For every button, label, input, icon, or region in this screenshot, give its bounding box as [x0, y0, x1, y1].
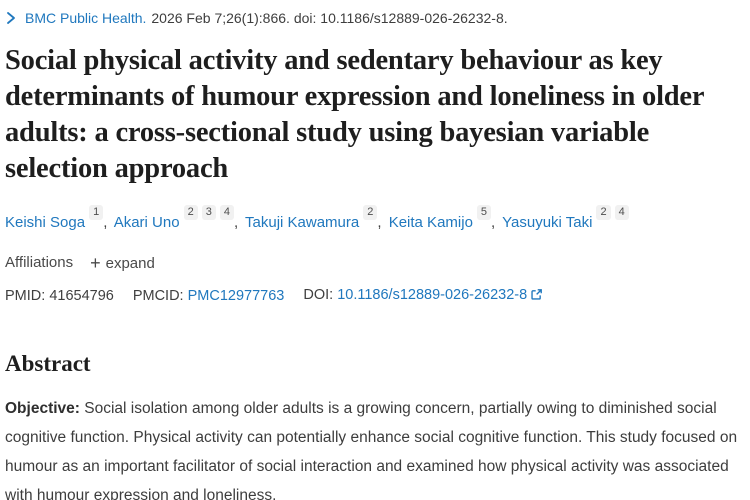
affiliations-label: Affiliations: [5, 254, 74, 271]
plus-icon: +: [90, 253, 101, 273]
author-separator: ,: [377, 214, 382, 231]
author-affiliation-badge[interactable]: 2: [183, 205, 198, 220]
article-title: Social physical activity and sedentary b…: [5, 45, 704, 184]
author-affiliation-badge[interactable]: 2: [363, 205, 378, 220]
author-link[interactable]: Keishi Soga: [5, 214, 86, 231]
expand-label: expand: [105, 254, 155, 272]
author-link[interactable]: Akari Uno: [113, 214, 180, 231]
pmcid-group: PMCID: PMC12977763: [133, 287, 285, 305]
author-affiliation-badge[interactable]: 3: [201, 205, 216, 220]
affiliations-row: Affiliations + expand: [5, 254, 745, 272]
author-affiliation-badge[interactable]: 2: [596, 205, 611, 220]
author-affiliation-badge[interactable]: 5: [476, 205, 492, 220]
author-affiliation-badge[interactable]: 1: [89, 205, 104, 220]
author-link[interactable]: Takuji Kawamura: [245, 214, 360, 231]
author-link[interactable]: Keita Kamijo: [388, 214, 473, 231]
author: Akari Uno2 3 4,: [113, 205, 245, 231]
authors-list: Keishi Soga1, Akari Uno2 3 4, Takuji Kawam…: [5, 205, 745, 234]
author-affiliation-badge[interactable]: 4: [219, 205, 234, 220]
identifiers-row: PMID: 41654796 PMCID: PMC12977763 DOI: 1…: [5, 286, 745, 306]
expand-affiliations-button[interactable]: + expand: [90, 253, 155, 273]
objective-label: Objective:: [5, 400, 80, 417]
citation-details: 2026 Feb 7;26(1):866. doi: 10.1186/s1288…: [151, 10, 508, 26]
author: Yasuyuki Taki2 4: [502, 205, 629, 231]
doi-group: DOI: 10.1186/s12889-026-26232-8: [303, 286, 543, 306]
doi-link[interactable]: 10.1186/s12889-026-26232-8: [337, 287, 528, 303]
chevron-expand-icon[interactable]: [5, 11, 17, 25]
pmcid-link[interactable]: PMC12977763: [187, 288, 285, 304]
objective-text: Social isolation among older adults is a…: [5, 400, 738, 500]
author-link[interactable]: Yasuyuki Taki: [502, 214, 593, 231]
external-link-icon[interactable]: [530, 289, 543, 305]
author: Keita Kamijo5,: [388, 205, 502, 231]
pmcid-label: PMCID:: [132, 288, 184, 304]
author-separator: ,: [103, 214, 108, 231]
doi-label: DOI:: [303, 287, 334, 303]
journal-link[interactable]: BMC Public Health.: [25, 10, 147, 26]
abstract-paragraph: Objective: Social isolation among older …: [5, 394, 745, 500]
author-separator: ,: [233, 214, 239, 231]
author: Takuji Kawamura2,: [245, 205, 389, 231]
author-separator: ,: [491, 214, 496, 231]
author: Keishi Soga1,: [5, 205, 114, 231]
journal-citation: BMC Public Health. 2026 Feb 7;26(1):866.…: [5, 9, 745, 27]
author-affiliation-badge[interactable]: 4: [614, 205, 629, 220]
abstract-heading: Abstract: [5, 351, 91, 376]
pmid-group: PMID: 41654796: [5, 287, 114, 305]
pmid-value: 41654796: [49, 288, 114, 304]
pmid-label: PMID:: [5, 288, 46, 304]
